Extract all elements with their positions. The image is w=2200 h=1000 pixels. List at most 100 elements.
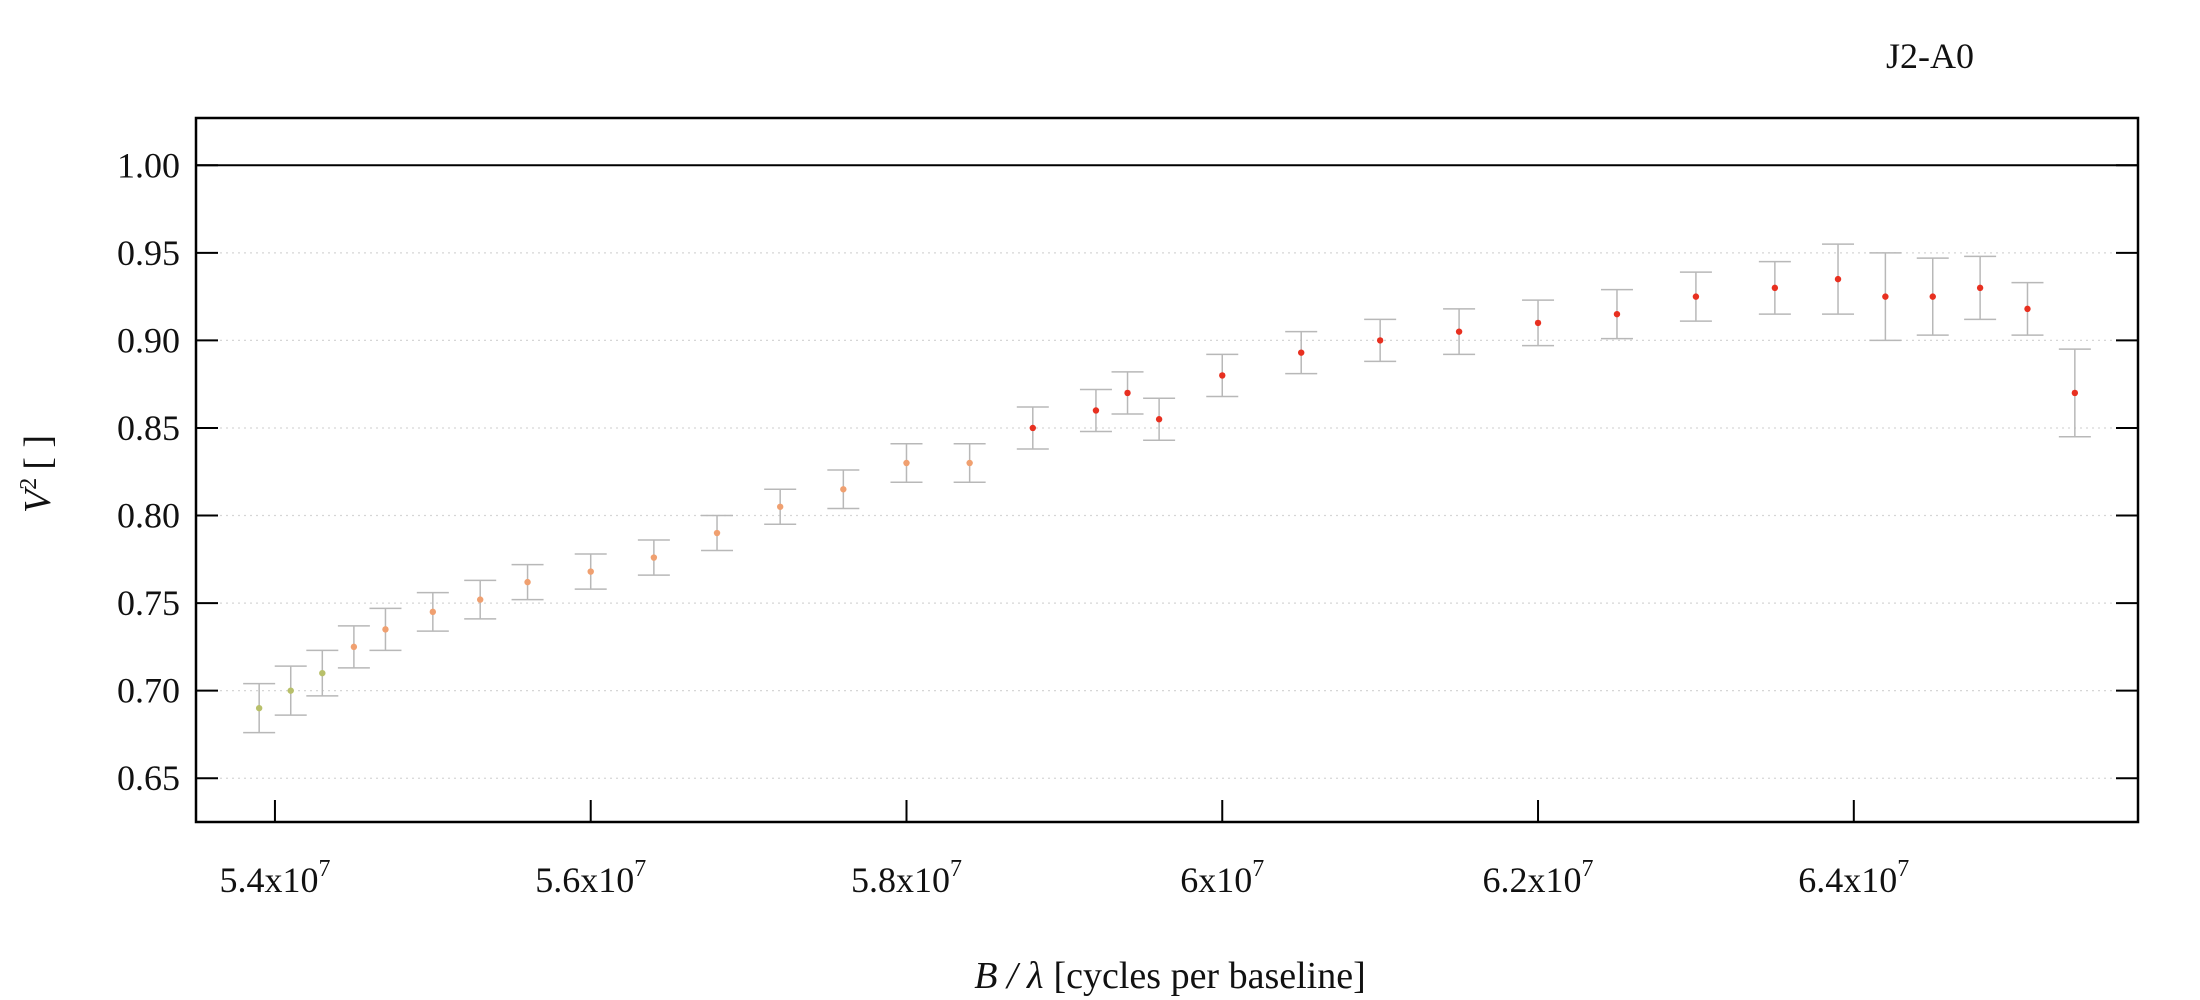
data-point (1364, 318, 1397, 363)
x-tick-label: 6.4x107 (1798, 856, 1909, 900)
point-marker (429, 608, 437, 616)
data-point (1869, 252, 1902, 342)
data-point (1143, 397, 1176, 441)
plot-frame (194, 116, 2140, 824)
x-tick-label-exponent: 7 (1582, 856, 1594, 882)
x-tick-label: 5.6x107 (535, 856, 646, 900)
point-marker (1124, 389, 1131, 397)
data-point (1679, 271, 1712, 322)
gridlines (196, 252, 2138, 779)
y-tick-label: 0.80 (117, 496, 180, 536)
data-point (953, 442, 986, 484)
point-marker (1771, 284, 1779, 292)
y-axis-label: V2 [ ] (16, 435, 59, 513)
x-tick-label-mantissa: 5.4x10 (219, 860, 318, 900)
data-point (574, 553, 607, 590)
y-tick-label: 0.75 (117, 583, 180, 623)
data-point (701, 514, 734, 552)
point-marker (1092, 407, 1100, 414)
point-marker (1534, 319, 1542, 327)
point-marker (1155, 416, 1163, 423)
point-marker (650, 554, 658, 561)
data-point (511, 563, 544, 601)
y-tick-label: 0.95 (117, 233, 180, 273)
x-axis-label-var: B / λ (974, 955, 1043, 997)
data-point (306, 649, 339, 697)
data-point (243, 682, 276, 734)
x-tick-label: 6.2x107 (1483, 856, 1594, 900)
data-point (464, 579, 497, 620)
point-marker (1029, 424, 1036, 432)
data-point (1600, 288, 1633, 340)
data-points (243, 243, 2091, 734)
x-tick-label: 6x107 (1180, 856, 1264, 900)
point-marker (1976, 284, 1984, 292)
point-marker (524, 578, 531, 586)
data-point (1758, 260, 1791, 315)
x-tick-label-exponent: 7 (950, 856, 962, 882)
point-marker (776, 503, 784, 510)
y-axis-label-unit: [ ] (17, 435, 59, 470)
point-marker (903, 459, 910, 467)
y-axis-ticks: 0.65 0.70 0.75 0.80 0.85 0.90 0.95 1.00 (117, 145, 2138, 798)
point-marker (319, 669, 326, 677)
data-point (1111, 371, 1144, 415)
point-marker (1613, 310, 1621, 318)
data-point (1016, 406, 1049, 450)
point-marker (382, 626, 389, 633)
point-marker (587, 568, 594, 575)
x-tick-label-mantissa: 5.8x10 (851, 860, 950, 900)
x-tick-label-mantissa: 6x10 (1180, 860, 1252, 900)
point-marker (966, 459, 973, 467)
x-tick-label-mantissa: 5.6x10 (535, 860, 634, 900)
data-point (890, 442, 923, 484)
y-axis-label-var: V (17, 486, 59, 513)
data-point (1522, 299, 1555, 347)
point-marker (1455, 328, 1463, 335)
data-point (1916, 257, 1949, 336)
x-tick-label-exponent: 7 (318, 856, 330, 882)
point-marker (255, 704, 263, 712)
data-point (369, 607, 402, 652)
x-tick-label: 5.8x107 (851, 856, 962, 900)
point-marker (1929, 293, 1936, 300)
point-marker (2024, 305, 2031, 313)
x-axis-label: B / λ [cycles per baseline] (974, 955, 1366, 997)
data-point (764, 488, 797, 526)
data-point (2058, 348, 2091, 438)
x-tick-label-exponent: 7 (1897, 856, 1909, 882)
point-marker (287, 687, 294, 694)
point-marker (840, 486, 847, 493)
y-tick-label: 1.00 (117, 145, 180, 185)
y-tick-label: 0.70 (117, 671, 180, 711)
data-point (1079, 388, 1112, 433)
x-tick-label-mantissa: 6.4x10 (1798, 860, 1897, 900)
point-marker (1298, 349, 1305, 356)
y-axis-label-sup: 2 (16, 478, 42, 490)
data-point (1206, 353, 1239, 398)
data-point (1285, 330, 1318, 375)
x-tick-label-exponent: 7 (634, 856, 646, 882)
chart-title: J2-A0 (1886, 36, 1974, 76)
data-point (637, 539, 670, 576)
y-tick-label: 0.90 (117, 320, 180, 360)
x-axis-label-unit: [cycles per baseline] (1053, 955, 1365, 997)
point-marker (476, 596, 484, 603)
x-tick-label-exponent: 7 (1252, 856, 1264, 882)
data-point (1443, 308, 1476, 356)
data-point (274, 665, 307, 716)
y-tick-label: 0.85 (117, 408, 180, 448)
x-tick-label: 5.4x107 (219, 856, 330, 900)
data-point (416, 591, 449, 632)
y-tick-label: 0.65 (117, 758, 180, 798)
point-marker (1376, 337, 1384, 344)
point-marker (713, 529, 721, 537)
point-marker (2071, 389, 2079, 397)
point-marker (350, 643, 358, 651)
data-point (337, 625, 370, 669)
data-point (1822, 243, 1855, 315)
point-marker (1882, 293, 1889, 300)
x-tick-label-mantissa: 6.2x10 (1483, 860, 1582, 900)
data-point (827, 469, 860, 510)
